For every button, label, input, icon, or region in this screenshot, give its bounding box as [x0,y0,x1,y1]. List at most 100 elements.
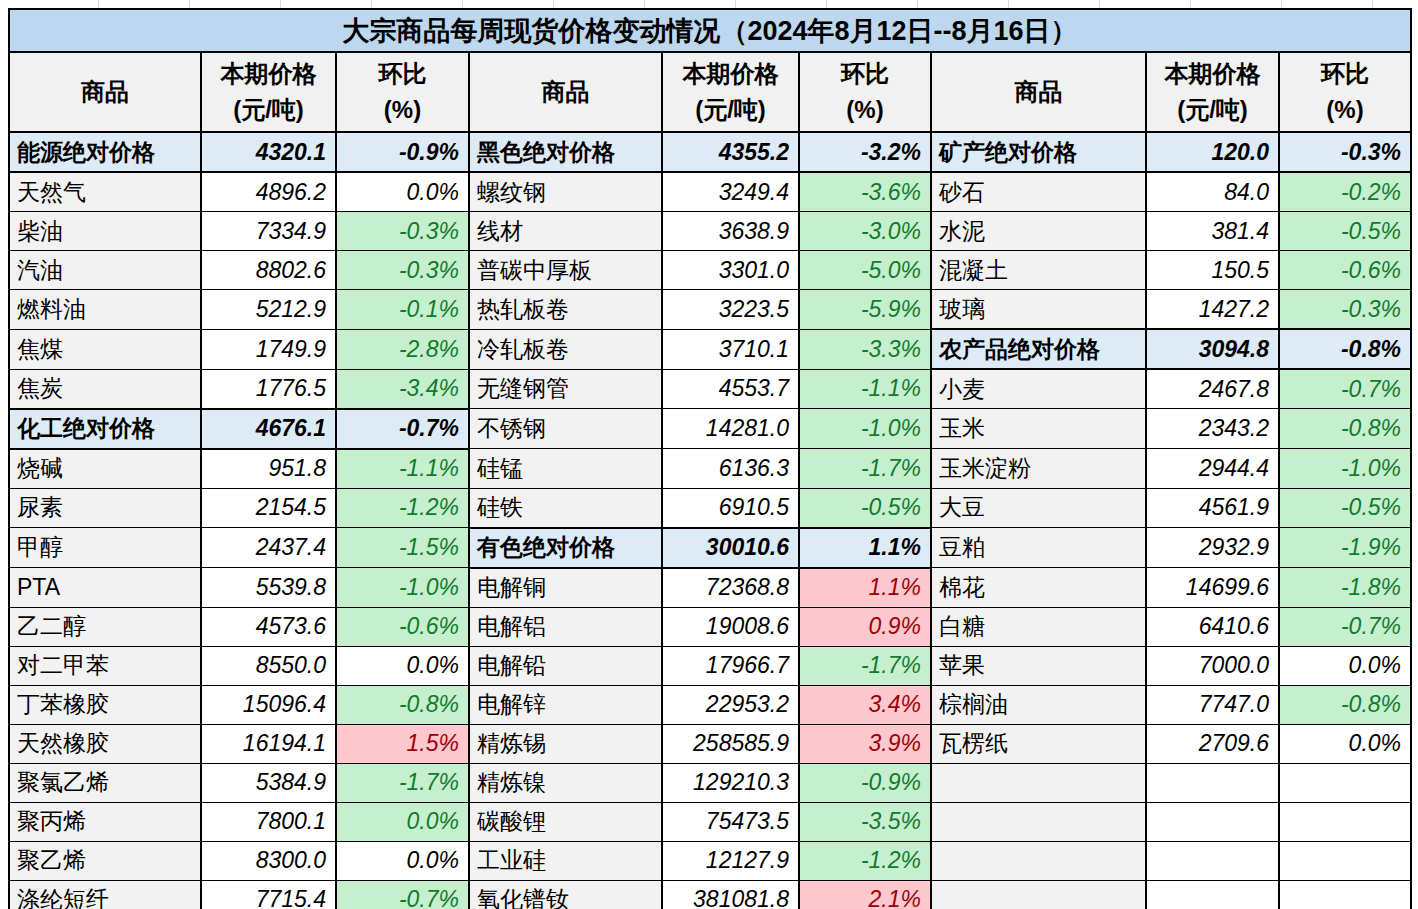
column-header-price: 本期价格 (元/吨) [201,52,336,132]
commodity-cell: 电解铜 [469,568,662,608]
commodity-cell: 瓦楞纸 [931,724,1146,763]
commodity-cell: 涤纶短纤 [9,880,201,909]
table-row: 聚丙烯7800.10.0%碳酸锂75473.5-3.5% [9,802,1411,841]
change-cell: -0.7% [336,409,469,449]
price-cell: 7334.9 [201,212,336,251]
change-cell: -0.5% [799,488,931,528]
price-cell: 7715.4 [201,880,336,909]
table-row: 汽油8802.6-0.3%普碳中厚板3301.0-5.0%混凝土150.5-0.… [9,251,1411,290]
commodity-cell [931,841,1146,880]
table-row: 柴油7334.9-0.3%线材3638.9-3.0%水泥381.4-0.5% [9,212,1411,251]
change-cell: -1.2% [799,841,931,880]
price-cell [1146,802,1279,841]
change-cell: -3.5% [799,802,931,841]
price-cell: 258585.9 [662,724,799,763]
price-cell: 4320.1 [201,132,336,172]
change-cell: 0.0% [1279,724,1411,763]
change-cell: 0.0% [336,802,469,841]
price-cell: 2944.4 [1146,449,1279,489]
price-cell: 3638.9 [662,212,799,251]
commodity-cell: 不锈钢 [469,409,662,449]
table-row: 天然气4896.20.0%螺纹钢3249.4-3.6%砂石84.0-0.2% [9,172,1411,212]
commodity-cell: 普碳中厚板 [469,251,662,290]
change-cell: -0.7% [1279,369,1411,409]
change-cell: 0.0% [336,172,469,212]
commodity-cell: 豆粕 [931,528,1146,568]
column-header-change-line2: (%) [801,92,929,128]
column-header-price-line1: 本期价格 [203,56,334,92]
price-cell [1146,841,1279,880]
table-row: 烧碱951.8-1.1%硅锰6136.3-1.7%玉米淀粉2944.4-1.0% [9,449,1411,489]
column-header-change: 环比 (%) [799,52,931,132]
commodity-cell: 硅铁 [469,488,662,528]
price-cell: 1427.2 [1146,290,1279,330]
change-cell: 3.4% [799,685,931,724]
commodity-cell [931,802,1146,841]
commodity-cell: 农产品绝对价格 [931,329,1146,369]
column-header-commodity: 商品 [931,52,1146,132]
change-cell: -0.6% [1279,251,1411,290]
column-header-change-line2: (%) [338,92,467,128]
change-cell: 1.1% [799,568,931,608]
change-cell: -0.8% [1279,685,1411,724]
price-cell: 1776.5 [201,369,336,409]
table-row: 天然橡胶16194.11.5%精炼锡258585.93.9%瓦楞纸2709.60… [9,724,1411,763]
column-header-change-line1: 环比 [338,56,467,92]
price-cell: 2467.8 [1146,369,1279,409]
commodity-cell: 砂石 [931,172,1146,212]
price-cell: 3301.0 [662,251,799,290]
change-cell: -0.7% [336,880,469,909]
change-cell: -0.1% [336,290,469,330]
change-cell: 2.1% [799,880,931,909]
change-cell: -3.6% [799,172,931,212]
price-cell: 16194.1 [201,724,336,763]
commodity-cell: 精炼镍 [469,763,662,802]
column-header-change-line2: (%) [1281,92,1409,128]
change-cell: -3.0% [799,212,931,251]
commodity-cell: 玻璃 [931,290,1146,330]
change-cell: -1.9% [1279,528,1411,568]
section-row: 能源绝对价格4320.1-0.9%黑色绝对价格4355.2-3.2%矿产绝对价格… [9,132,1411,172]
price-cell: 5384.9 [201,763,336,802]
table-row: 燃料油5212.9-0.1%热轧板卷3223.5-5.9%玻璃1427.2-0.… [9,290,1411,330]
commodity-cell: 混凝土 [931,251,1146,290]
column-header-price-line2: (元/吨) [1148,92,1277,128]
price-cell: 7800.1 [201,802,336,841]
commodity-cell: 棕榈油 [931,685,1146,724]
price-cell: 4355.2 [662,132,799,172]
table-row: 尿素2154.5-1.2%硅铁6910.5-0.5%大豆4561.9-0.5% [9,488,1411,528]
commodity-cell: 能源绝对价格 [9,132,201,172]
column-header-price: 本期价格 (元/吨) [1146,52,1279,132]
change-cell: -1.7% [799,449,931,489]
commodity-cell: 螺纹钢 [469,172,662,212]
price-cell: 6410.6 [1146,607,1279,646]
price-cell: 7000.0 [1146,646,1279,685]
commodity-cell: 大豆 [931,488,1146,528]
change-cell: -1.2% [336,488,469,528]
commodity-cell: 无缝钢管 [469,369,662,409]
change-cell: 1.1% [799,528,931,568]
commodity-cell: 电解锌 [469,685,662,724]
change-cell: -1.7% [799,646,931,685]
page: { "colors": { "title_bg": "#BDD7EE", "se… [0,0,1418,909]
price-cell: 19008.6 [662,607,799,646]
change-cell: 0.9% [799,607,931,646]
column-header-price-line1: 本期价格 [1148,56,1277,92]
price-cell: 3710.1 [662,329,799,369]
change-cell: -0.9% [336,132,469,172]
commodity-cell: 黑色绝对价格 [469,132,662,172]
change-cell: -0.7% [1279,607,1411,646]
price-cell: 5539.8 [201,568,336,608]
price-cell: 4553.7 [662,369,799,409]
table-row: 对二甲苯8550.00.0%电解铅17966.7-1.7%苹果7000.00.0… [9,646,1411,685]
title-row: 大宗商品每周现货价格变动情况（2024年8月12日--8月16日） [9,9,1411,52]
price-cell: 14699.6 [1146,568,1279,608]
price-cell: 15096.4 [201,685,336,724]
table-row: 焦炭1776.5-3.4%无缝钢管4553.7-1.1%小麦2467.8-0.7… [9,369,1411,409]
price-cell: 3223.5 [662,290,799,330]
price-cell: 2709.6 [1146,724,1279,763]
price-cell: 1749.9 [201,329,336,369]
price-cell: 2154.5 [201,488,336,528]
price-cell: 8300.0 [201,841,336,880]
commodity-cell: 天然气 [9,172,201,212]
